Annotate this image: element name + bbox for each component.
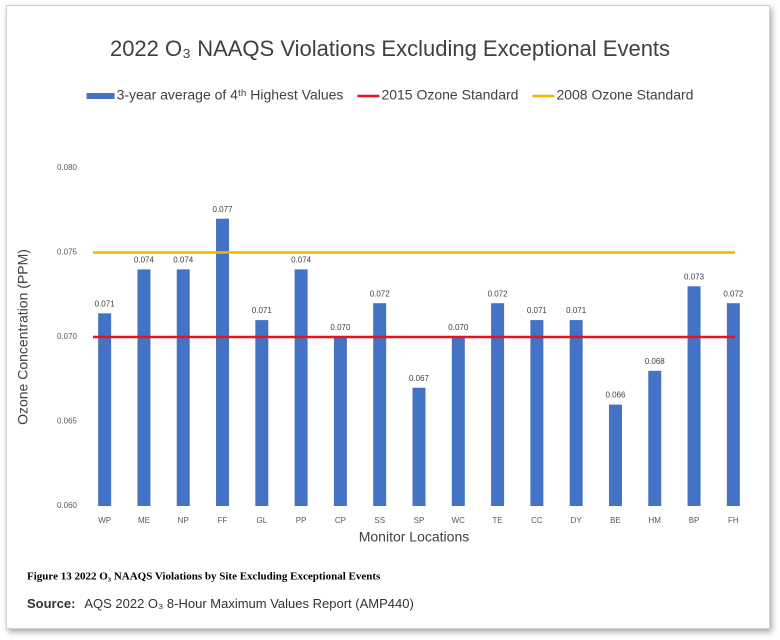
bar [98,313,112,506]
bar [176,269,190,506]
value-label: 0.068 [645,357,666,366]
source: Source: AQS 2022 O₃ 8-Hour Maximum Value… [27,596,414,611]
value-label: 0.067 [409,374,430,383]
legend-label: 2008 Ozone Standard [556,87,693,103]
value-label: 0.071 [95,299,116,308]
bar [294,269,308,506]
x-axis-label: Monitor Locations [359,529,470,545]
value-label: 0.074 [291,256,312,265]
x-tick-label: CP [335,516,346,525]
x-tick-label: FH [728,516,739,525]
bar [333,337,347,506]
bar [412,387,426,506]
y-tick-label: 0.060 [57,501,78,510]
value-label: 0.070 [330,323,351,332]
x-tick-label: BE [610,516,621,525]
value-label: 0.074 [173,256,194,265]
legend-label: 3-year average of 4ᵗʰ Highest Values [117,87,344,103]
x-tick-label: NP [178,516,189,525]
x-tick-label: WP [98,516,111,525]
chart-title: 2022 O₃ NAAQS Violations Excluding Excep… [110,36,670,61]
bar [530,320,544,506]
x-tick-label: FF [218,516,228,525]
value-label: 0.071 [252,306,273,315]
value-label: 0.071 [566,306,587,315]
value-label: 0.074 [134,256,155,265]
y-tick-label: 0.070 [57,332,78,341]
bar [726,303,740,506]
x-tick-label: BP [689,516,700,525]
frame [6,5,770,629]
value-label: 0.072 [488,289,509,298]
x-tick-label: CC [531,516,543,525]
legend: 3-year average of 4ᵗʰ Highest Values 2015… [86,87,693,103]
value-label: 0.077 [213,205,234,214]
value-label: 0.072 [723,289,744,298]
x-tick-label: TE [492,516,502,525]
x-tick-label: SS [374,516,385,525]
bar [569,320,583,506]
x-tick-label: WC [452,516,466,525]
value-label: 0.070 [448,323,469,332]
value-label: 0.066 [605,391,626,400]
bar [137,269,151,506]
x-tick-label: ME [138,516,150,525]
caption: Figure 13 2022 O₃ NAAQS Violations by Si… [27,571,381,583]
bar [255,320,269,506]
x-tick-label: GL [256,516,267,525]
bar [687,286,701,506]
x-tick-label: DY [571,516,583,525]
legend-swatch [86,93,115,99]
x-tick-label: SP [414,516,425,525]
bar [373,303,387,506]
y-tick-label: 0.065 [57,417,78,426]
y-tick-label: 0.075 [57,248,78,257]
bar [491,303,505,506]
source-label: Source: [27,596,75,611]
x-tick-label: PP [296,516,307,525]
bar [451,337,465,506]
bar [648,370,662,506]
value-label: 0.073 [684,272,705,281]
legend-label: 2015 Ozone Standard [381,87,518,103]
bar [216,218,230,506]
value-label: 0.071 [527,306,548,315]
bar [608,404,622,506]
source-text: AQS 2022 O₃ 8-Hour Maximum Values Report… [84,596,413,611]
y-tick-label: 0.080 [57,163,78,172]
y-axis-label: Ozone Concentration (PPM) [15,249,31,425]
x-tick-label: HM [649,516,662,525]
value-label: 0.072 [370,289,391,298]
